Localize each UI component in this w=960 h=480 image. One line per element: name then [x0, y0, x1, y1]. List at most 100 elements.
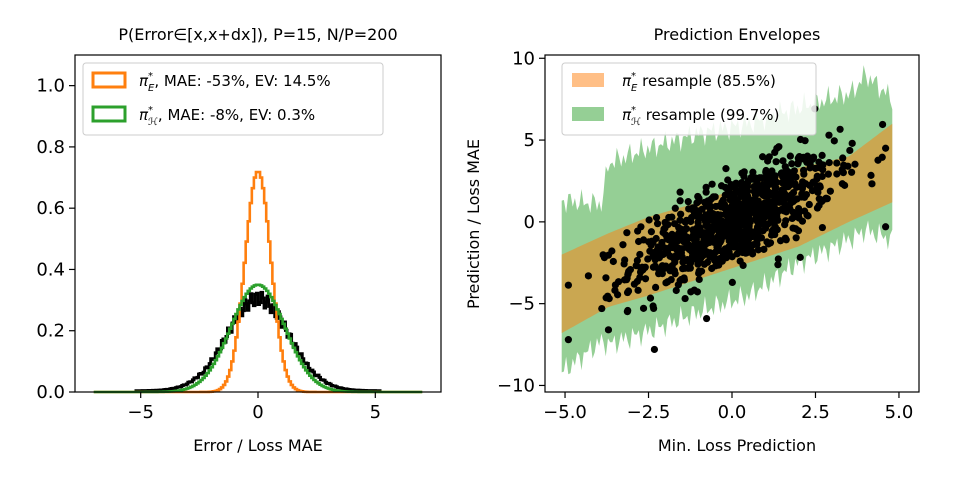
scatter-point — [696, 242, 704, 250]
legend-label-pi-E: π* E, MAE: -53%, EV: 14.5% — [139, 71, 331, 94]
scatter-point — [823, 195, 831, 203]
scatter-point — [641, 275, 650, 283]
scatter-point — [693, 199, 701, 207]
scatter-point — [802, 190, 811, 199]
scatter-point — [671, 204, 679, 212]
scatter-point — [704, 197, 712, 205]
scatter-point — [757, 234, 766, 242]
scatter-point — [785, 168, 793, 176]
y-tick-label: 5 — [524, 130, 535, 151]
scatter-point — [726, 189, 734, 197]
scatter-point — [695, 269, 703, 277]
scatter-point — [815, 195, 823, 203]
scatter-point — [806, 164, 814, 172]
scatter-point — [647, 228, 655, 236]
scatter-point — [761, 224, 770, 232]
scatter-point — [620, 276, 629, 284]
right-x-ticks: −5.0 −2.5 0.0 2.5 5.0 — [543, 392, 913, 423]
scatter-point — [728, 253, 736, 261]
scatter-point — [867, 171, 875, 179]
scatter-point — [826, 187, 834, 195]
scatter-point — [789, 188, 798, 197]
scatter-point — [786, 176, 794, 184]
scatter-point — [682, 234, 690, 242]
scatter-point — [672, 286, 680, 295]
scatter-point — [728, 182, 736, 190]
scatter-point — [634, 286, 642, 294]
scatter-point — [708, 180, 716, 188]
scatter-point — [833, 159, 841, 167]
scatter-point — [794, 158, 802, 166]
scatter-point — [600, 254, 609, 262]
scatter-point — [780, 189, 788, 197]
legend-subscript: ℋ — [148, 117, 158, 128]
scatter-point — [769, 211, 777, 219]
scatter-point — [793, 183, 801, 191]
left-legend: π* E, MAE: -53%, EV: 14.5% π* ℋ, MAE: -8%,… — [82, 62, 384, 136]
scatter-point — [815, 163, 823, 172]
scatter-point — [646, 294, 655, 302]
scatter-point — [737, 203, 745, 211]
scatter-point — [825, 159, 833, 167]
scatter-point — [683, 216, 691, 224]
scatter-point — [623, 288, 632, 297]
legend-label-pi-E-envelope: π* E resample (85.5%) — [622, 71, 776, 94]
scatter-point — [679, 275, 688, 283]
legend-symbol: π — [139, 72, 149, 90]
scatter-point — [724, 232, 733, 240]
x-tick-label: −5 — [127, 402, 154, 423]
scatter-point — [693, 227, 702, 235]
x-tick-label: 0.0 — [718, 402, 747, 423]
scatter-point — [564, 281, 572, 289]
legend-text: resample (85.5%) — [637, 72, 776, 90]
legend-label-pi-H-envelope: π* ℋ resample (99.7%) — [622, 105, 779, 128]
scatter-point — [836, 125, 844, 133]
scatter-point — [738, 220, 747, 229]
scatter-point — [668, 240, 676, 248]
left-chart: P(Error∈[x,x+dx]), P=15, N/P=200 −5 0 5 0.… — [36, 25, 442, 455]
scatter-point — [760, 182, 768, 191]
scatter-point — [694, 219, 702, 227]
scatter-point — [645, 216, 653, 224]
scatter-point — [700, 229, 709, 237]
scatter-point — [668, 213, 676, 221]
scatter-point — [690, 236, 699, 244]
histogram-black-histogram — [134, 290, 382, 393]
scatter-point — [737, 192, 745, 201]
right-chart-title: Prediction Envelopes — [654, 25, 821, 44]
scatter-point — [703, 221, 711, 229]
y-tick-label: 0.8 — [36, 137, 65, 158]
scatter-point — [768, 217, 776, 225]
x-tick-label: 5.0 — [885, 402, 914, 423]
scatter-point — [614, 291, 622, 299]
left-chart-title: P(Error∈[x,x+dx]), P=15, N/P=200 — [118, 25, 397, 44]
scatter-point — [824, 170, 832, 178]
y-tick-label: 0 — [524, 212, 535, 233]
legend-text: , MAE: -8%, EV: 0.3% — [158, 106, 315, 124]
right-legend: π* E resample (85.5%) π* ℋ resample (99.7%… — [561, 62, 817, 136]
scatter-point — [624, 270, 632, 279]
scatter-point — [779, 157, 787, 165]
scatter-point — [598, 304, 606, 313]
scatter-point — [714, 238, 722, 246]
scatter-point — [882, 223, 890, 231]
scatter-point — [652, 234, 660, 243]
scatter-point — [634, 237, 643, 246]
scatter-point — [808, 155, 816, 164]
scatter-point — [848, 139, 856, 147]
scatter-point — [649, 252, 657, 261]
legend-swatch-pi-E-envelope — [572, 73, 604, 87]
scatter-point — [639, 304, 648, 312]
left-plot-area — [93, 170, 423, 394]
scatter-point — [670, 267, 678, 275]
scatter-point — [726, 243, 734, 251]
scatter-point — [724, 176, 732, 184]
scatter-point — [658, 270, 666, 278]
scatter-point — [759, 189, 767, 197]
scatter-point — [778, 178, 786, 187]
x-tick-label: −5.0 — [543, 402, 587, 423]
scatter-point — [687, 288, 695, 296]
scatter-point — [657, 242, 666, 251]
right-x-axis-title: Min. Loss Prediction — [658, 436, 816, 455]
scatter-point — [756, 218, 764, 226]
